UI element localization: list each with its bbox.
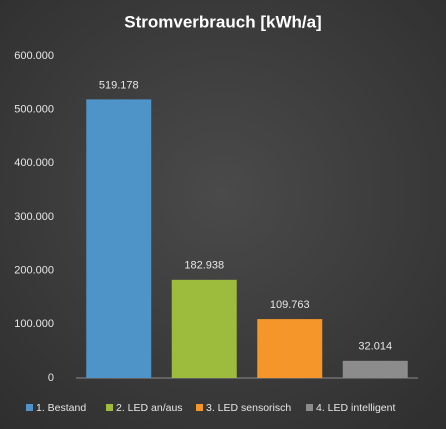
chart-title: Stromverbrauch [kWh/a] [124,12,321,31]
y-tick-label: 400.000 [14,157,54,169]
y-tick-label: 300.000 [14,211,54,223]
bar [257,319,323,378]
value-label: 109.763 [270,299,310,311]
value-label: 519.178 [99,79,139,91]
y-tick-label: 200.000 [14,265,54,277]
y-tick-label: 100.000 [14,318,54,330]
y-tick-label: 0 [48,372,54,384]
legend-swatch [106,404,113,411]
legend-label: 2. LED an/aus [116,402,183,414]
legend-label: 3. LED sensorisch [206,402,291,414]
legend-label: 4. LED intelligent [316,402,395,414]
bar [342,360,408,378]
legend-swatch [26,404,33,411]
bar [171,279,237,378]
bar [86,99,152,378]
y-tick-label: 600.000 [14,50,54,62]
y-tick-label: 500.000 [14,104,54,116]
value-label: 182.938 [184,260,224,272]
legend-swatch [196,404,203,411]
value-label: 32.014 [358,341,392,353]
legend-swatch [306,404,313,411]
legend-label: 1. Bestand [36,402,86,414]
